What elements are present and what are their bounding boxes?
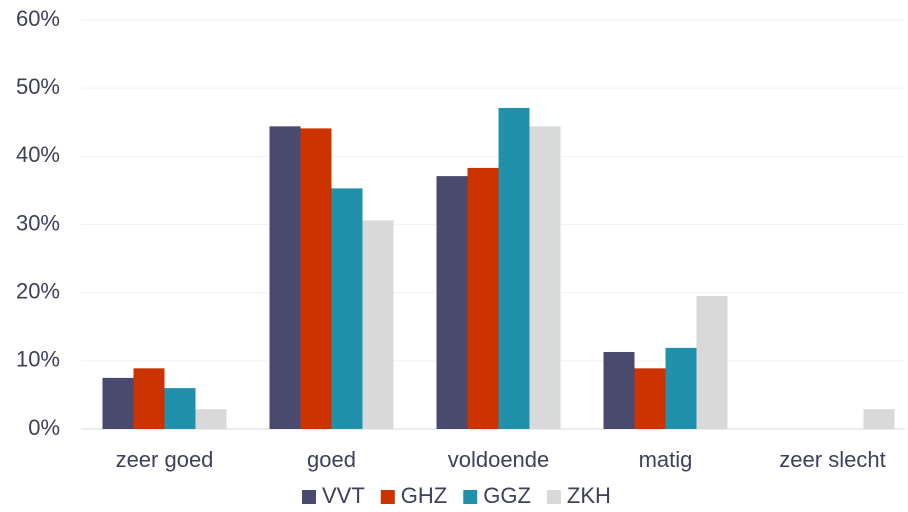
bar [863,409,895,429]
x-tick-label: goed [307,447,356,472]
bar [696,296,728,429]
legend-swatch [546,490,561,504]
y-tick-label: 10% [16,347,60,372]
bar [529,126,561,429]
x-tick-label: voldoende [448,447,550,472]
legend-label: VVT [322,483,365,508]
y-tick-label: 50% [16,74,60,99]
bar [164,388,196,429]
x-tick-label: zeer goed [116,447,214,472]
y-tick-label: 0% [28,415,60,440]
bar [603,351,635,429]
bar [331,188,363,429]
y-tick-label: 20% [16,278,60,303]
bar [362,220,394,429]
bar [498,107,530,429]
y-tick-label: 60% [16,6,60,31]
bar [467,167,499,429]
legend-label: ZKH [567,483,611,508]
bar [133,368,165,429]
x-tick-label: matig [639,447,693,472]
bar [300,128,332,429]
legend-label: GGZ [483,483,531,508]
bar [436,176,468,429]
legend-swatch [380,490,395,504]
bar [195,409,227,429]
bar [269,126,301,429]
x-tick-label: zeer slecht [779,447,885,472]
bar [634,368,666,429]
legend-swatch [302,490,316,504]
legend-swatch [463,490,478,504]
y-tick-label: 40% [16,142,60,167]
bar [665,347,697,429]
bar [102,377,134,429]
y-tick-label: 30% [16,210,60,235]
legend-label: GHZ [401,483,447,508]
